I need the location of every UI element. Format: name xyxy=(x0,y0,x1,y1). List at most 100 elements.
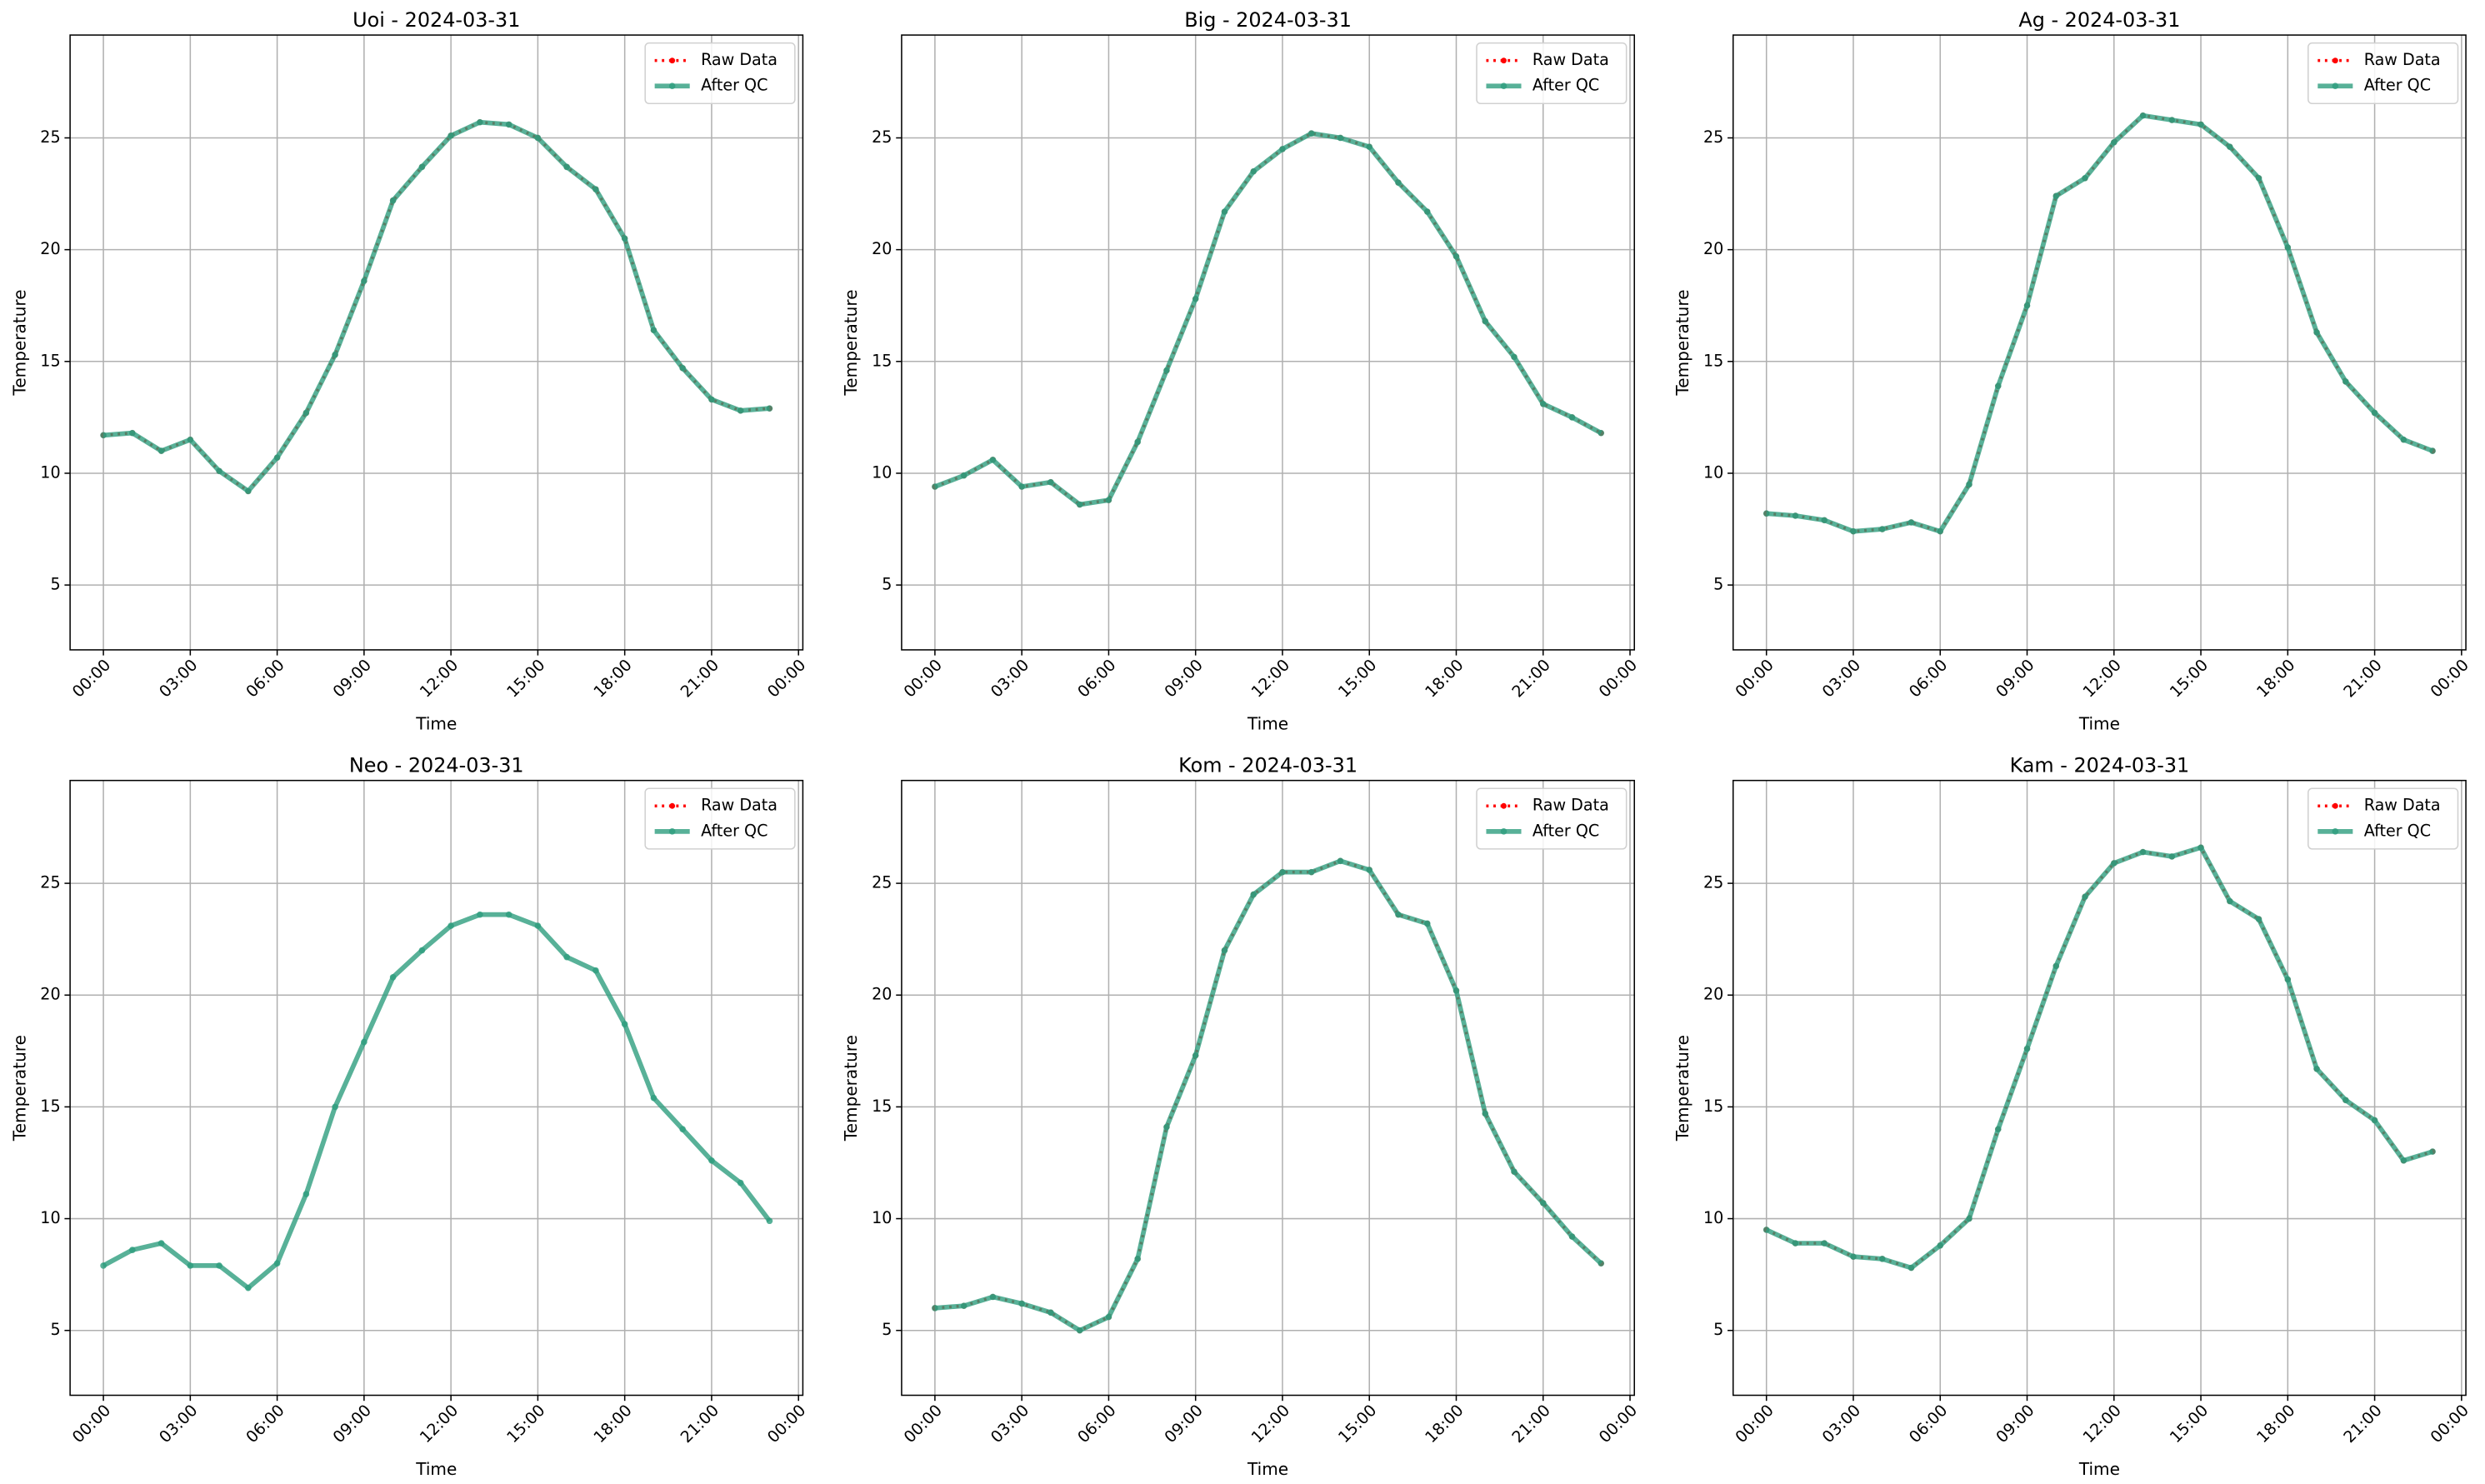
x-tick-label: 03:00 xyxy=(155,655,201,701)
data-point xyxy=(2284,244,2292,251)
legend-marker xyxy=(2332,57,2338,64)
data-point xyxy=(1937,1242,1944,1249)
x-axis-label: Time xyxy=(2078,1459,2120,1479)
legend-marker xyxy=(1500,82,1508,90)
data-point xyxy=(1163,1123,1170,1131)
data-point xyxy=(1452,252,1460,260)
data-point xyxy=(1821,517,1828,524)
y-tick-label: 20 xyxy=(1703,239,1723,258)
x-tick-label: 00:00 xyxy=(763,655,809,701)
x-tick-label: 12:00 xyxy=(416,655,462,701)
y-tick-label: 20 xyxy=(872,985,892,1004)
data-point xyxy=(2168,117,2176,123)
data-point xyxy=(505,911,512,918)
data-point xyxy=(1105,1313,1112,1321)
x-tick-label: 00:00 xyxy=(763,1401,809,1447)
data-point xyxy=(2429,447,2436,454)
data-point xyxy=(1511,353,1518,361)
plot-area xyxy=(901,35,1635,650)
y-tick-label: 5 xyxy=(1713,1320,1723,1339)
data-point xyxy=(1221,208,1228,215)
legend-label: Raw Data xyxy=(2364,50,2441,69)
data-point xyxy=(2168,853,2176,860)
data-point xyxy=(361,277,368,285)
legend-marker xyxy=(668,82,676,90)
data-point xyxy=(2313,1065,2320,1072)
data-point xyxy=(158,1240,165,1247)
axes-frame xyxy=(901,34,1636,651)
data-point xyxy=(1192,295,1199,302)
data-point xyxy=(2342,1097,2349,1104)
data-point xyxy=(448,132,454,139)
data-point xyxy=(1395,911,1402,918)
data-point xyxy=(1966,481,1972,488)
data-point xyxy=(1850,1253,1857,1260)
x-tick-label: 15:00 xyxy=(1334,1401,1380,1447)
y-tick-label: 15 xyxy=(872,351,892,370)
data-point xyxy=(2226,897,2233,905)
y-tick-label: 10 xyxy=(1703,462,1723,482)
x-tick-label: 12:00 xyxy=(2079,1401,2125,1447)
data-point xyxy=(2371,1117,2378,1124)
data-point xyxy=(418,163,426,171)
data-point xyxy=(1337,134,1344,142)
y-tick-label: 15 xyxy=(40,351,60,370)
y-axis-label: Temperature xyxy=(1672,1035,1692,1142)
legend-label: Raw Data xyxy=(701,50,778,69)
x-tick-label: 15:00 xyxy=(1334,655,1380,701)
x-tick-label: 09:00 xyxy=(329,655,375,701)
data-point xyxy=(1762,510,1770,517)
data-point xyxy=(960,1302,968,1310)
y-tick-label: 5 xyxy=(50,575,60,594)
data-point xyxy=(2110,139,2118,146)
x-tick-label: 09:00 xyxy=(1992,655,2038,701)
data-point xyxy=(1018,483,1025,490)
y-axis-label: Temperature xyxy=(841,1035,861,1142)
x-tick-label: 03:00 xyxy=(1818,655,1864,701)
legend-label: After QC xyxy=(2364,821,2431,840)
x-tick-label: 03:00 xyxy=(987,1401,1032,1447)
data-point xyxy=(2082,174,2088,182)
x-tick-label: 09:00 xyxy=(329,1401,375,1447)
y-tick-label: 20 xyxy=(40,239,60,258)
y-tick-label: 10 xyxy=(872,1208,892,1227)
legend-label: After QC xyxy=(2364,76,2431,95)
data-point xyxy=(245,487,252,495)
plot-area xyxy=(1732,780,2467,1396)
x-tick-label: 12:00 xyxy=(2079,655,2125,701)
x-tick-label: 06:00 xyxy=(1073,655,1119,701)
x-tick-label: 09:00 xyxy=(1161,655,1207,701)
data-point xyxy=(273,1260,281,1267)
data-point xyxy=(592,967,599,974)
subplot: 00:00 03:00 06:00 09:00 12:00 15:00 18:00 21:00… xyxy=(841,8,1641,733)
data-point xyxy=(1308,130,1315,137)
y-tick-label: 5 xyxy=(1713,575,1723,594)
data-point xyxy=(1395,179,1402,186)
data-point xyxy=(332,1103,338,1111)
data-point xyxy=(448,922,454,929)
data-point xyxy=(989,1293,997,1301)
data-point xyxy=(1279,868,1286,876)
data-point xyxy=(1850,527,1857,535)
data-point xyxy=(1598,429,1605,437)
y-axis-label: Temperature xyxy=(9,289,29,396)
data-point xyxy=(1423,920,1431,927)
data-point xyxy=(389,973,397,981)
y-tick-label: 10 xyxy=(872,462,892,482)
x-tick-label: 15:00 xyxy=(502,655,548,701)
data-point xyxy=(1568,414,1576,421)
data-point xyxy=(592,186,599,193)
data-point xyxy=(1018,1300,1025,1307)
legend-marker xyxy=(669,802,676,809)
x-tick-label: 00:00 xyxy=(900,1401,946,1447)
data-point xyxy=(1337,857,1344,865)
data-point xyxy=(1308,868,1315,876)
subplot: 00:00 03:00 06:00 09:00 12:00 15:00 18:00 21:00… xyxy=(841,753,1641,1478)
data-point xyxy=(1048,1309,1054,1317)
data-point xyxy=(273,454,281,461)
y-tick-label: 25 xyxy=(872,127,892,147)
chart-title: Uoi - 2024-03-31 xyxy=(352,8,520,32)
x-axis-label: Time xyxy=(415,1459,457,1479)
x-tick-label: 00:00 xyxy=(1732,655,1778,701)
data-point xyxy=(245,1284,252,1292)
